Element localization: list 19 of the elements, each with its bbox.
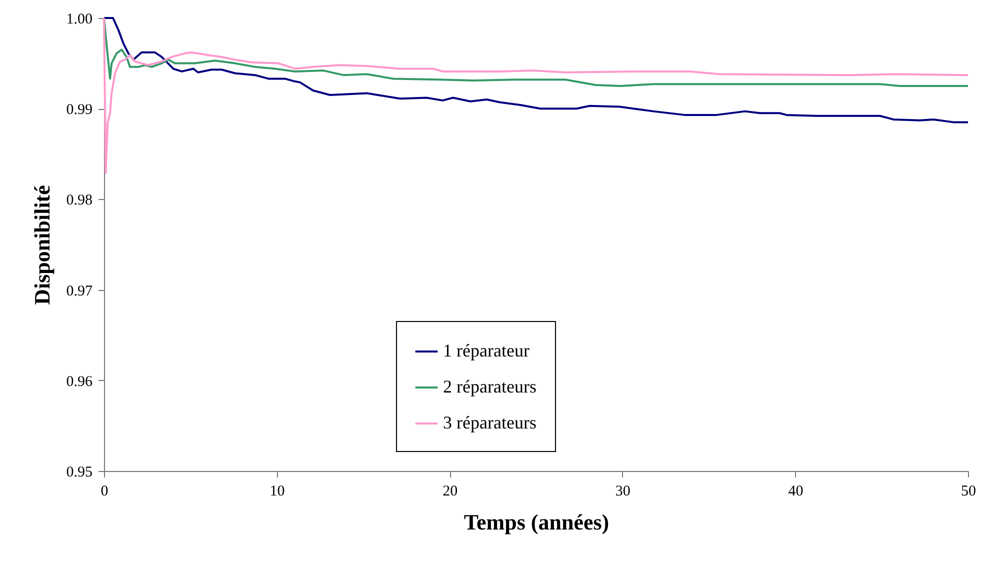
- y-tick-label: 0.98: [66, 192, 92, 209]
- x-tick-label: 10: [270, 484, 285, 500]
- legend-label: 1 réparateur: [443, 340, 530, 360]
- y-axis-title: Disponibilité: [29, 184, 54, 305]
- y-tick-label: 1.00: [66, 12, 92, 28]
- y-tick-label: 0.95: [66, 464, 92, 480]
- y-tick-label: 0.97: [66, 283, 93, 300]
- x-tick-label: 0: [100, 484, 108, 500]
- x-tick-label: 40: [788, 484, 804, 500]
- legend-label: 3 réparateurs: [443, 412, 536, 432]
- x-tick-label: 50: [961, 484, 976, 500]
- x-tick-label: 20: [442, 484, 458, 500]
- line-series: [103, 17, 969, 174]
- y-tick-label: 0.96: [66, 374, 93, 390]
- x-tick-label: 30: [615, 484, 630, 500]
- y-tick-label: 0.99: [66, 102, 92, 118]
- x-axis-title: Temps (années): [464, 510, 610, 534]
- legend-label: 2 réparateurs: [443, 376, 536, 396]
- line-series: [103, 17, 969, 124]
